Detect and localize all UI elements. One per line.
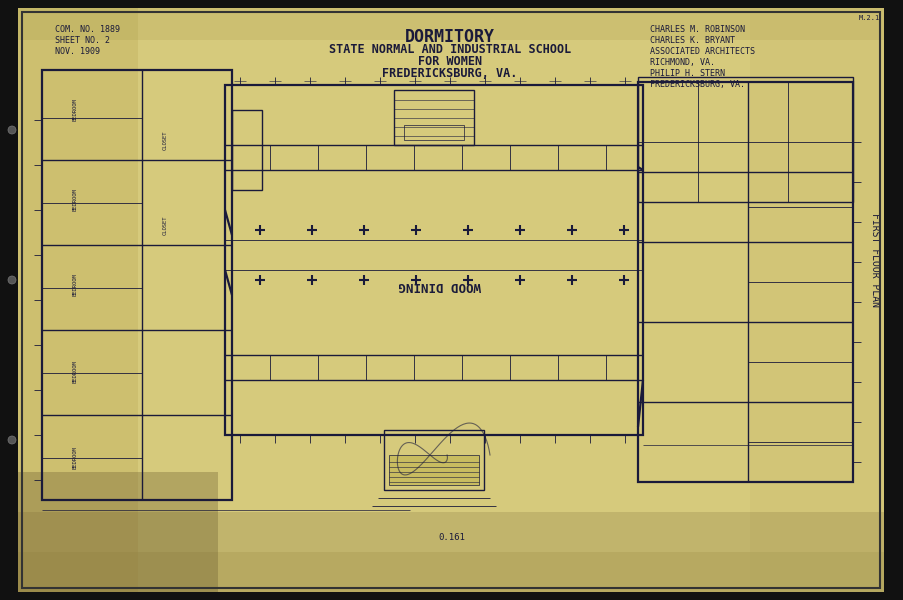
Text: CLOSET: CLOSET bbox=[163, 130, 167, 150]
Text: 0.161: 0.161 bbox=[438, 533, 465, 542]
Bar bbox=[885, 0, 903, 600]
Bar bbox=[18, 8, 138, 592]
Bar bbox=[638, 77, 852, 202]
Circle shape bbox=[8, 126, 16, 134]
Bar bbox=[394, 90, 473, 145]
Bar bbox=[638, 82, 852, 482]
Text: BEDROOM: BEDROOM bbox=[72, 274, 78, 296]
Bar bbox=[749, 8, 883, 592]
Circle shape bbox=[8, 276, 16, 284]
Bar bbox=[18, 8, 883, 40]
Text: STATE NORMAL AND INDUSTRIAL SCHOOL: STATE NORMAL AND INDUSTRIAL SCHOOL bbox=[329, 43, 571, 56]
Text: FREDERICKSBURG, VA.: FREDERICKSBURG, VA. bbox=[382, 67, 517, 80]
Text: FREDERICKSBURG, VA.: FREDERICKSBURG, VA. bbox=[649, 80, 744, 89]
Bar bbox=[404, 125, 463, 140]
Circle shape bbox=[8, 436, 16, 444]
Bar bbox=[0, 0, 18, 600]
Text: CHARLES K. BRYANT: CHARLES K. BRYANT bbox=[649, 36, 734, 45]
Bar bbox=[18, 552, 883, 592]
Text: M.2.1: M.2.1 bbox=[858, 15, 879, 21]
Text: ASSOCIATED ARCHITECTS: ASSOCIATED ARCHITECTS bbox=[649, 47, 754, 56]
Text: FOR WOMEN: FOR WOMEN bbox=[417, 55, 481, 68]
Bar bbox=[42, 70, 232, 500]
Bar bbox=[0, 592, 903, 600]
Bar bbox=[384, 430, 483, 490]
Text: PHILIP H. STERN: PHILIP H. STERN bbox=[649, 69, 724, 78]
Text: CHARLES M. ROBINSON: CHARLES M. ROBINSON bbox=[649, 25, 744, 34]
Text: COM. NO. 1889: COM. NO. 1889 bbox=[55, 25, 120, 34]
Text: BEDROOM: BEDROOM bbox=[72, 361, 78, 383]
Bar bbox=[232, 110, 262, 190]
Text: CLOSET: CLOSET bbox=[163, 215, 167, 235]
Text: DORMITORY: DORMITORY bbox=[405, 28, 495, 46]
Text: FIRST FLOOR PLAN: FIRST FLOOR PLAN bbox=[869, 213, 879, 307]
Bar bbox=[225, 85, 642, 435]
Bar bbox=[18, 512, 883, 592]
Text: BEDROOM: BEDROOM bbox=[72, 188, 78, 211]
Text: WOOD DINING: WOOD DINING bbox=[398, 278, 480, 292]
Text: RICHMOND, VA.: RICHMOND, VA. bbox=[649, 58, 714, 67]
Bar bbox=[18, 472, 218, 592]
Bar bbox=[388, 455, 479, 485]
Text: SHEET NO. 2: SHEET NO. 2 bbox=[55, 36, 110, 45]
Text: NOV. 1909: NOV. 1909 bbox=[55, 47, 100, 56]
Text: BEDROOM: BEDROOM bbox=[72, 446, 78, 469]
Text: BEDROOM: BEDROOM bbox=[72, 98, 78, 121]
Bar bbox=[0, 0, 903, 8]
